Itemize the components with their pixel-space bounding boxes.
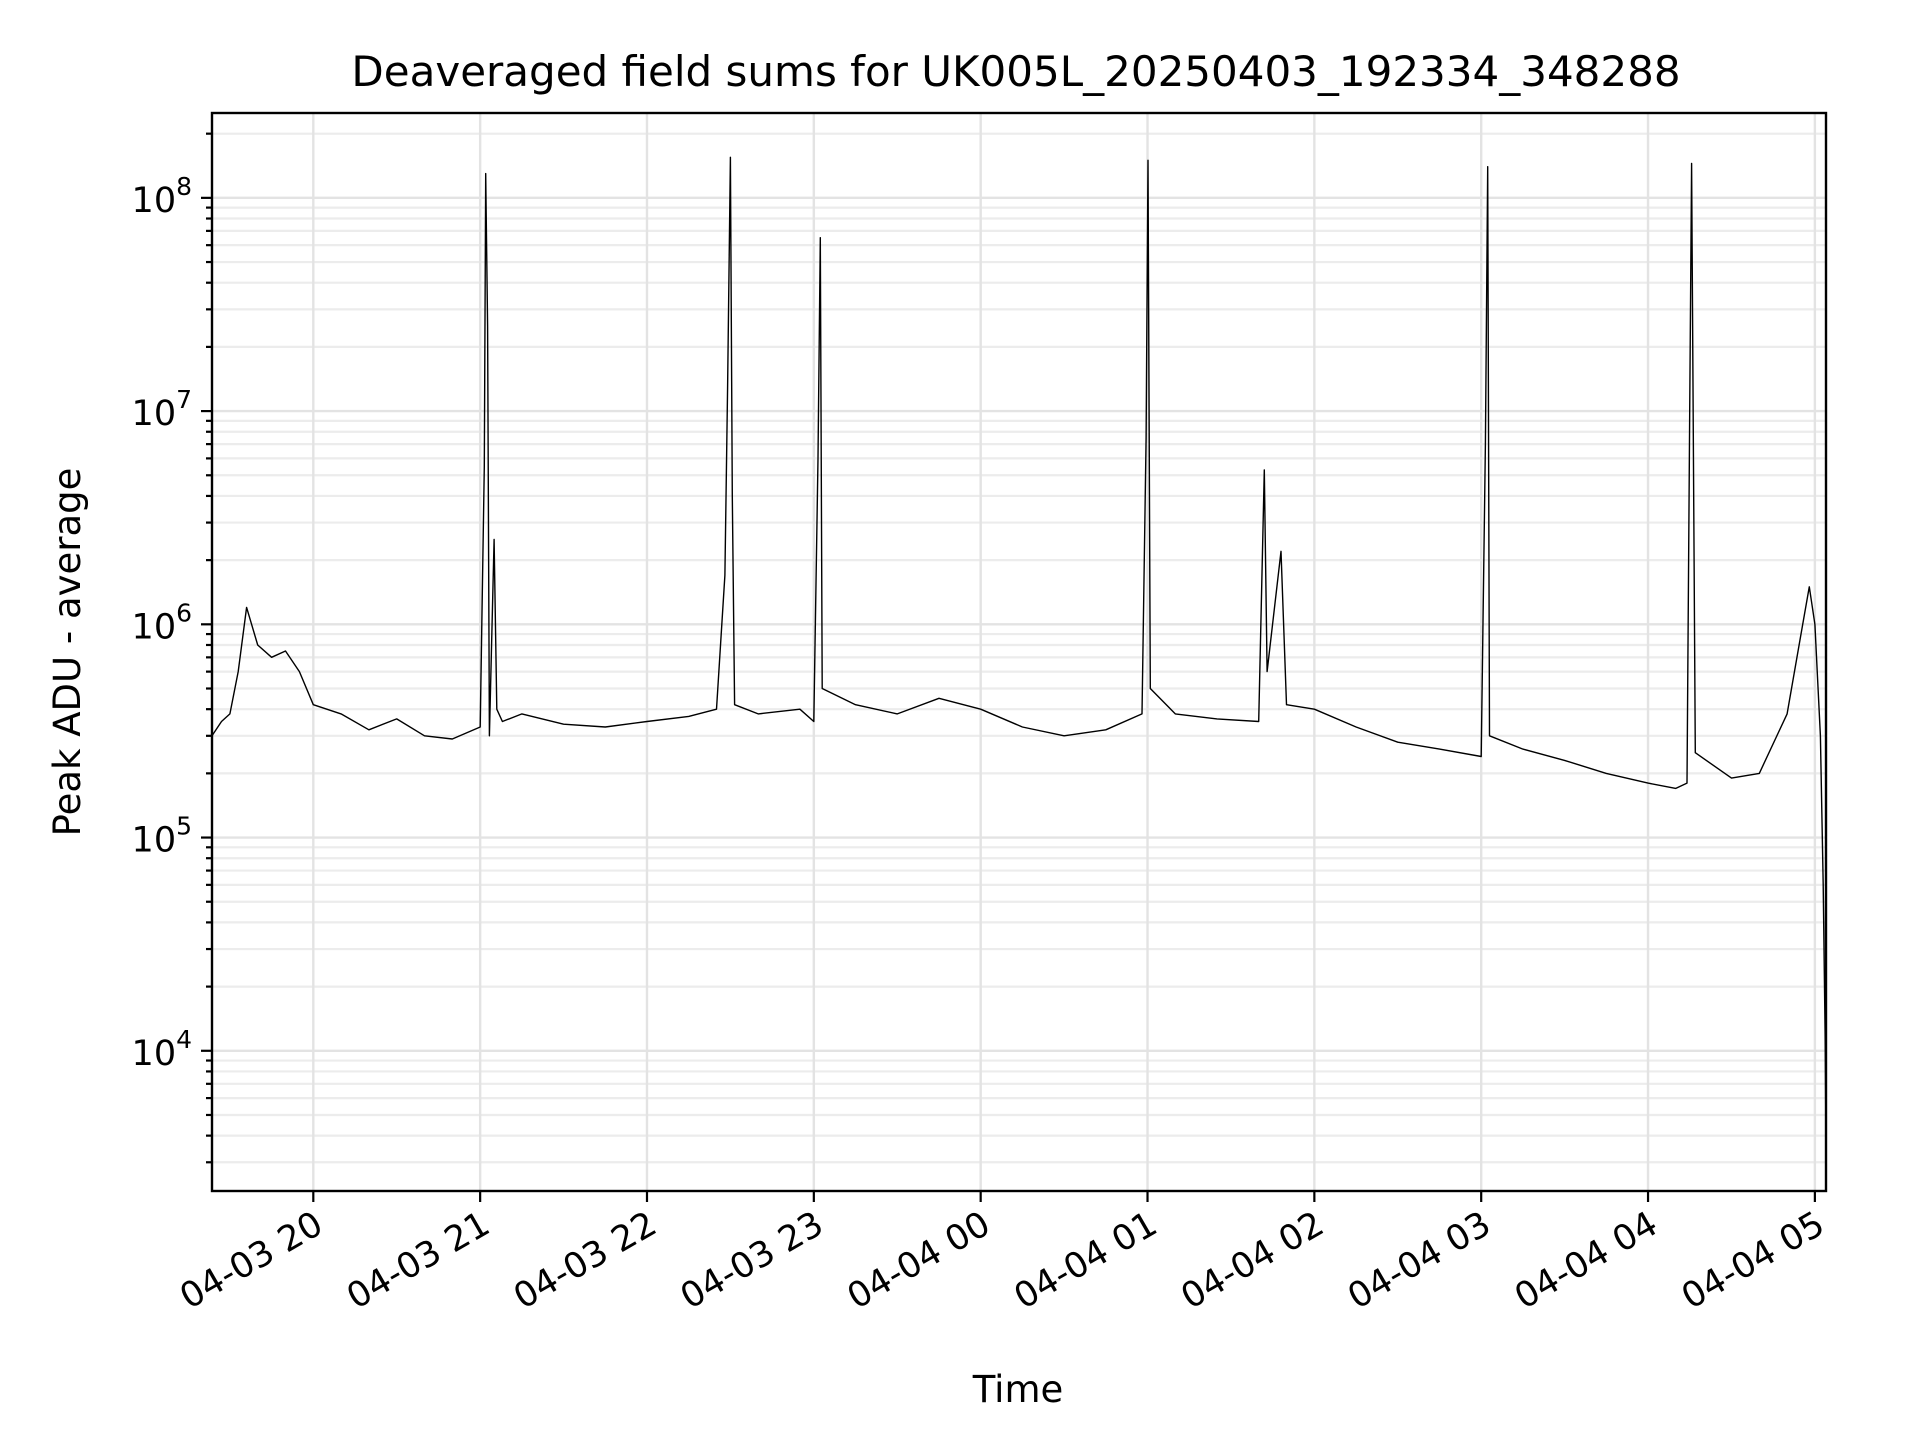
major-grid bbox=[212, 113, 1826, 1191]
y-tick-label: 107 bbox=[132, 385, 192, 434]
y-tick-label: 104 bbox=[132, 1025, 192, 1074]
plot-frame bbox=[210, 111, 1828, 1193]
y-axis-label: Peak ADU - average bbox=[46, 468, 89, 837]
series-line bbox=[211, 156, 1827, 1141]
y-tick-label: 105 bbox=[132, 812, 192, 861]
chart-title: Deaveraged field sums for UK005L_2025040… bbox=[351, 47, 1680, 96]
y-axis: 104 105 106 107 108 bbox=[132, 132, 212, 1164]
y-tick-label: 106 bbox=[132, 598, 192, 647]
x-axis-label: Time bbox=[972, 1368, 1064, 1411]
y-tick-label: 108 bbox=[132, 172, 192, 221]
